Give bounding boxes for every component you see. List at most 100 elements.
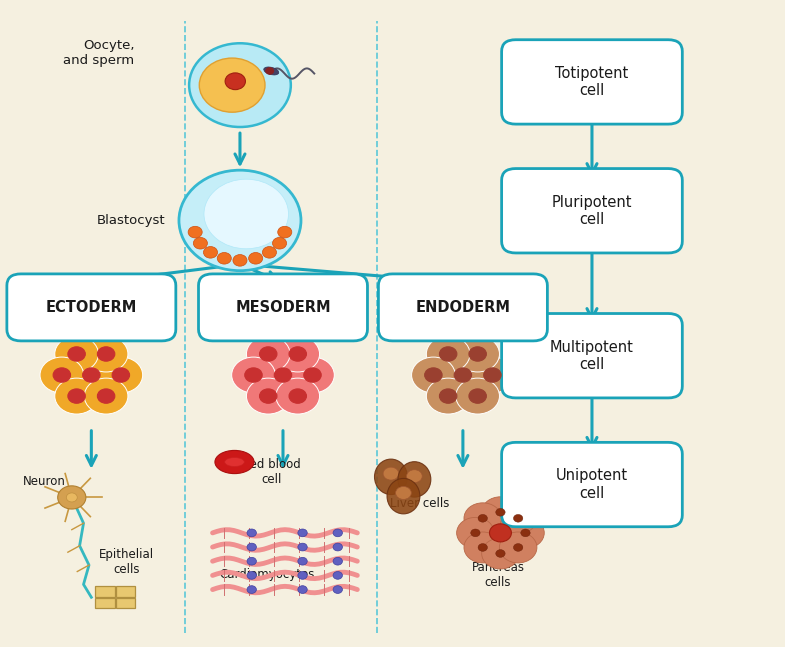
Circle shape — [84, 336, 128, 372]
Ellipse shape — [225, 457, 244, 466]
Circle shape — [274, 368, 292, 382]
Ellipse shape — [215, 450, 254, 474]
Circle shape — [484, 368, 501, 382]
Circle shape — [82, 368, 100, 382]
Circle shape — [245, 368, 262, 382]
Circle shape — [97, 347, 115, 361]
Text: Totipotent
cell: Totipotent cell — [555, 66, 629, 98]
Text: Pluripotent
cell: Pluripotent cell — [552, 195, 632, 227]
Text: Epithelial
cells: Epithelial cells — [99, 548, 154, 576]
Circle shape — [249, 252, 263, 264]
Circle shape — [383, 467, 399, 480]
Circle shape — [112, 368, 130, 382]
FancyBboxPatch shape — [199, 274, 367, 341]
Circle shape — [333, 571, 342, 579]
Circle shape — [478, 514, 487, 522]
Circle shape — [469, 347, 487, 361]
Circle shape — [333, 543, 342, 551]
Circle shape — [333, 529, 342, 537]
Circle shape — [298, 586, 307, 593]
FancyBboxPatch shape — [115, 586, 135, 597]
Circle shape — [499, 503, 537, 534]
Circle shape — [464, 503, 502, 534]
Circle shape — [53, 368, 71, 382]
Circle shape — [304, 368, 321, 382]
FancyBboxPatch shape — [502, 169, 682, 253]
Circle shape — [441, 357, 484, 393]
Circle shape — [99, 357, 143, 393]
Circle shape — [411, 357, 455, 393]
Circle shape — [456, 336, 499, 372]
Circle shape — [396, 487, 411, 499]
Circle shape — [247, 529, 257, 537]
Circle shape — [204, 179, 288, 248]
Circle shape — [298, 543, 307, 551]
Text: Cardiomyocytes: Cardiomyocytes — [220, 568, 315, 581]
Circle shape — [506, 518, 544, 549]
Circle shape — [247, 543, 257, 551]
Text: Oocyte,
and sperm: Oocyte, and sperm — [64, 39, 134, 67]
Circle shape — [333, 557, 342, 565]
Circle shape — [457, 518, 495, 549]
Circle shape — [199, 58, 265, 112]
Circle shape — [266, 68, 274, 74]
Circle shape — [66, 493, 77, 502]
Text: MESODERM: MESODERM — [236, 300, 330, 315]
Circle shape — [68, 347, 86, 361]
Circle shape — [55, 336, 98, 372]
Circle shape — [246, 378, 290, 414]
Circle shape — [455, 368, 472, 382]
Circle shape — [470, 357, 514, 393]
Circle shape — [276, 378, 319, 414]
FancyBboxPatch shape — [502, 314, 682, 398]
Circle shape — [276, 336, 319, 372]
Circle shape — [490, 524, 511, 542]
Text: ECTODERM: ECTODERM — [46, 300, 137, 315]
Circle shape — [278, 226, 292, 238]
FancyBboxPatch shape — [378, 274, 547, 341]
Circle shape — [440, 347, 457, 361]
Text: Neuron: Neuron — [23, 475, 66, 488]
Ellipse shape — [398, 462, 431, 497]
Circle shape — [298, 571, 307, 579]
Text: Blastocyst: Blastocyst — [97, 214, 166, 227]
Circle shape — [513, 543, 523, 551]
Circle shape — [469, 389, 487, 403]
Circle shape — [84, 378, 128, 414]
Circle shape — [456, 378, 499, 414]
Circle shape — [188, 226, 203, 238]
Circle shape — [247, 571, 257, 579]
Circle shape — [298, 557, 307, 565]
Circle shape — [55, 378, 98, 414]
Circle shape — [179, 170, 301, 270]
Circle shape — [246, 336, 290, 372]
FancyBboxPatch shape — [7, 274, 176, 341]
Text: Pancreas
cells: Pancreas cells — [472, 561, 524, 589]
Circle shape — [520, 529, 530, 537]
Text: Red blood
cell: Red blood cell — [242, 457, 301, 486]
Text: Liver cells: Liver cells — [390, 498, 450, 510]
Ellipse shape — [374, 459, 407, 494]
Circle shape — [298, 529, 307, 537]
Circle shape — [233, 254, 247, 266]
Circle shape — [426, 336, 470, 372]
Circle shape — [97, 389, 115, 403]
FancyBboxPatch shape — [115, 598, 135, 608]
Circle shape — [289, 347, 306, 361]
Circle shape — [289, 389, 306, 403]
Ellipse shape — [387, 478, 420, 514]
Ellipse shape — [264, 67, 279, 75]
Text: ENDODERM: ENDODERM — [415, 300, 510, 315]
FancyBboxPatch shape — [95, 598, 115, 608]
Circle shape — [482, 538, 519, 569]
Circle shape — [513, 514, 523, 522]
Circle shape — [272, 237, 287, 249]
Circle shape — [426, 378, 470, 414]
Circle shape — [260, 389, 277, 403]
Circle shape — [247, 586, 257, 593]
Circle shape — [70, 357, 113, 393]
Circle shape — [40, 357, 84, 393]
Circle shape — [189, 43, 290, 127]
Circle shape — [58, 486, 86, 509]
Circle shape — [225, 73, 246, 90]
